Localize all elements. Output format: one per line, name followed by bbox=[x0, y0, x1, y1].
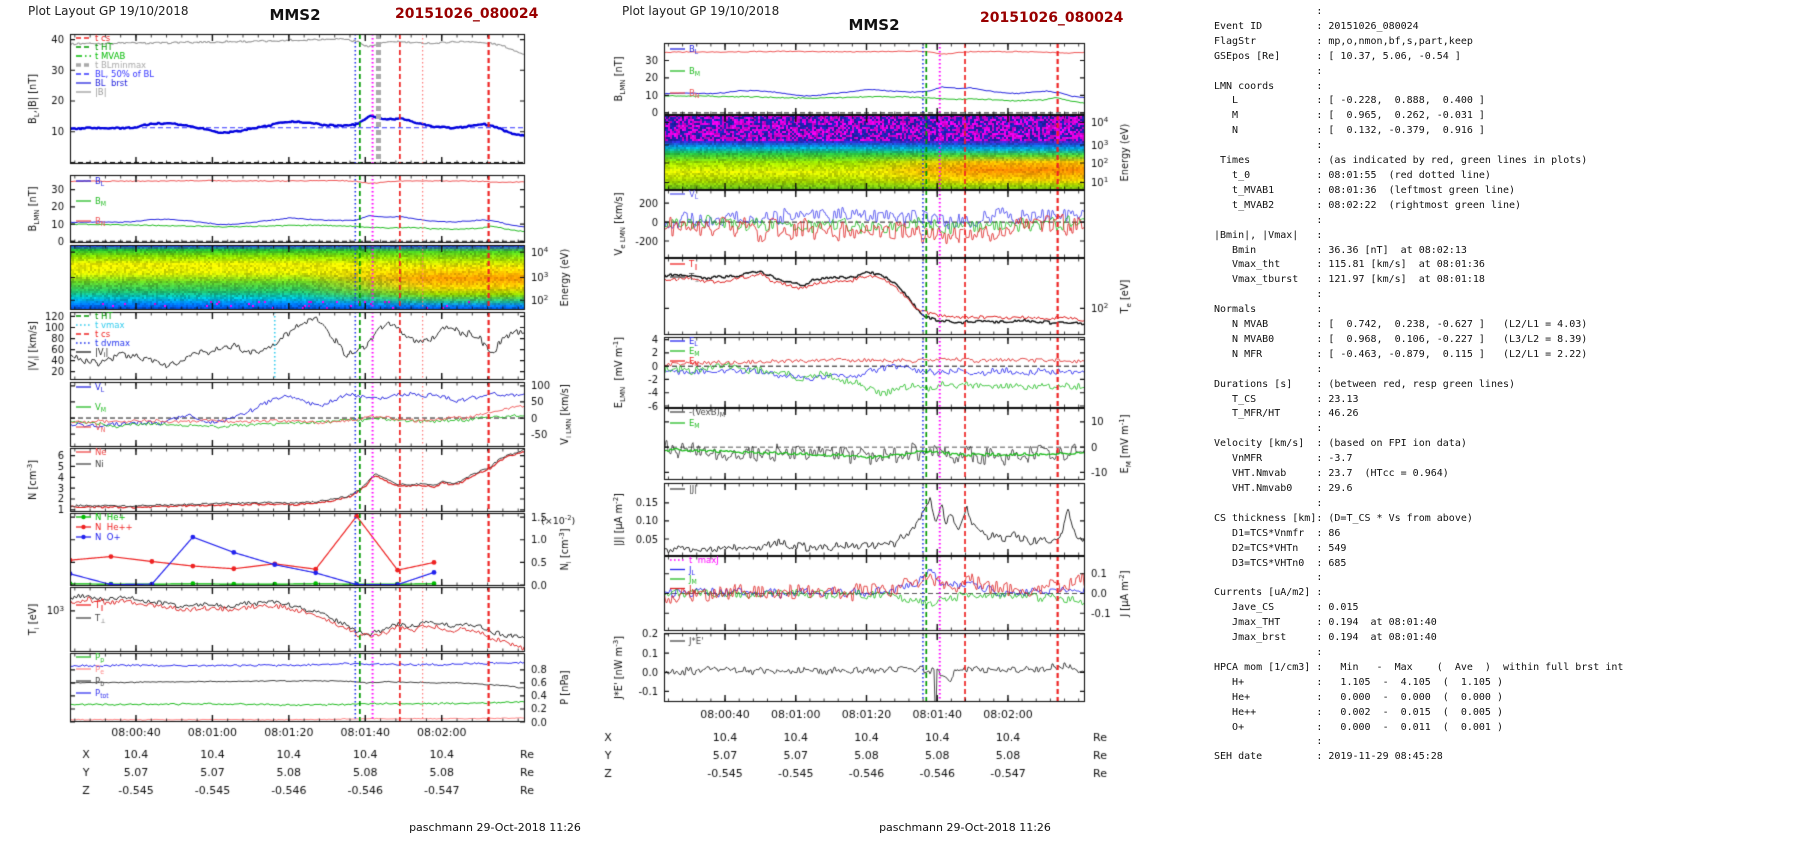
mid-plot-title: MMS2 bbox=[848, 16, 900, 34]
left-plot-layout-label: Plot Layout GP 19/10/2018 bbox=[28, 4, 189, 18]
mid-plot-event-id: 20151026_080024 bbox=[980, 10, 1124, 26]
mid-plot-footer: paschmann 29-Oct-2018 11:26 bbox=[879, 821, 1051, 834]
mid-plot-layout-label: Plot layout GP 19/10/2018 bbox=[622, 4, 780, 18]
left-plot-footer: paschmann 29-Oct-2018 11:26 bbox=[409, 821, 581, 834]
plots-canvas bbox=[0, 0, 1190, 841]
left-plot-event-id: 20151026_080024 bbox=[395, 6, 539, 22]
info-panel: : Event ID : 20151026_080024 FlagStr : m… bbox=[1214, 6, 1624, 763]
left-plot-title: MMS2 bbox=[269, 6, 321, 24]
